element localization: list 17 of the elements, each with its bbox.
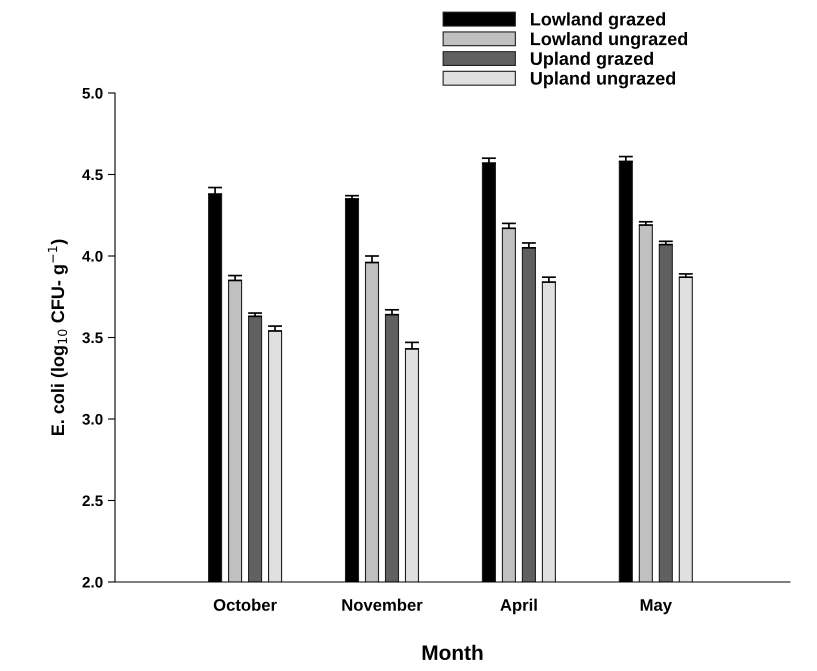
y-tick-label: 4.5 [82, 170, 103, 180]
legend-label: Upland ungrazed [530, 71, 676, 88]
x-tick-label: November [342, 598, 422, 611]
x-axis-title: Month [422, 644, 482, 660]
legend-label: Upland grazed [530, 52, 654, 69]
y-tick-label: 2.5 [82, 495, 103, 506]
legend-label: Lowland ungrazed [531, 32, 688, 49]
y-axis-title: E. coli (log$_{10}$ CFU- g$^{−1}$) [48, 240, 68, 436]
legend-label: Lowland grazed [531, 12, 666, 30]
y-tick-label: 5.0 [82, 88, 103, 99]
y-tick-label: 3.0 [82, 414, 103, 425]
x-tick-label: October [214, 598, 277, 611]
x-tick-label: May [640, 599, 672, 614]
y-tick-label: 3.5 [82, 332, 103, 344]
y-tick-label: 4.0 [82, 250, 103, 262]
y-tick-label: 2.0 [82, 576, 103, 588]
x-tick-label: April [500, 598, 537, 614]
